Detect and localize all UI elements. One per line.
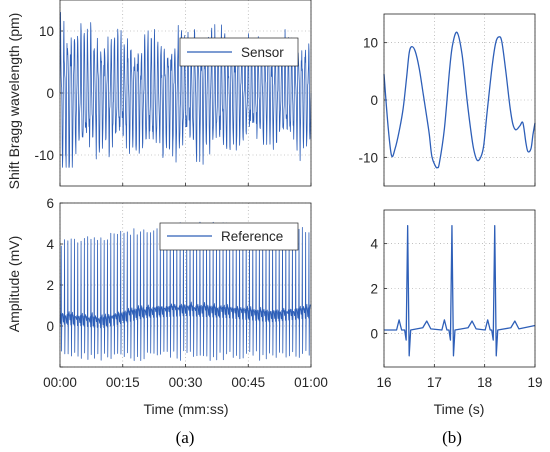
y-tick-label: 10 [39, 24, 54, 39]
caption-a: (a) [176, 428, 195, 447]
axes-box [383, 209, 536, 368]
caption-b: (b) [442, 428, 462, 447]
y-tick-label: -10 [358, 150, 378, 165]
legend-sensor: Sensor [179, 37, 299, 67]
x-tick-label: 00:45 [231, 375, 265, 390]
series-reference-detail [384, 225, 536, 357]
xlabel-a: Time (mm:ss) [143, 401, 228, 417]
axes-box [59, 0, 312, 187]
ticks: -10 0 10 [358, 36, 536, 186]
y-tick-label: 0 [46, 319, 54, 334]
y-tick-label: 10 [363, 36, 378, 51]
ticks: 16 17 18 19 0 2 4 [370, 237, 542, 390]
series-reference [59, 221, 311, 362]
series-sensor [59, 12, 312, 168]
panel-b-top: -10 0 10 [358, 13, 536, 187]
ticks: 00:00 00:15 00:30 00:45 01:00 0 2 4 6 [43, 196, 328, 390]
x-tick-label: 18 [477, 375, 492, 390]
x-tick-label: 00:15 [106, 375, 140, 390]
legend-label-sensor: Sensor [241, 45, 284, 60]
y-tick-label: 4 [46, 237, 54, 252]
xlabel-b: Time (s) [434, 401, 485, 417]
axes-box [59, 202, 312, 368]
x-tick-label: 17 [427, 375, 442, 390]
y-tick-label: -10 [34, 148, 54, 163]
series-sensor-detail [383, 31, 536, 169]
y-tick-label: 0 [370, 93, 378, 108]
x-tick-label: 01:00 [294, 375, 328, 390]
y-tick-label: 4 [370, 237, 378, 252]
ylabel-a-top: Shift Bragg wavelength (pm) [6, 13, 22, 190]
y-tick-label: 2 [370, 282, 378, 297]
legend-label-reference: Reference [221, 229, 283, 244]
series-line [59, 12, 312, 168]
x-tick-label: 00:30 [169, 375, 203, 390]
ticks: -10 0 10 [34, 24, 312, 186]
x-tick-label: 00:00 [43, 375, 77, 390]
series-line [384, 225, 536, 357]
y-tick-label: 2 [46, 278, 54, 293]
series-line [383, 31, 536, 169]
series-line [59, 221, 311, 362]
ylabel-a-bottom: Amplitude (mV) [6, 236, 22, 332]
y-tick-label: 6 [46, 196, 54, 211]
panel-b-bottom: 16 17 18 19 0 2 4 [370, 209, 543, 390]
panel-a-bottom: 00:00 00:15 00:30 00:45 01:00 0 2 4 6 Reference [43, 196, 328, 390]
y-tick-label: 0 [370, 326, 378, 341]
panel-a-top: -10 0 10 Sensor [34, 0, 312, 187]
legend-reference: Reference [159, 222, 299, 251]
y-tick-label: 0 [46, 86, 54, 101]
x-tick-label: 19 [527, 375, 542, 390]
x-tick-label: 16 [376, 375, 391, 390]
axes-box [383, 13, 536, 187]
